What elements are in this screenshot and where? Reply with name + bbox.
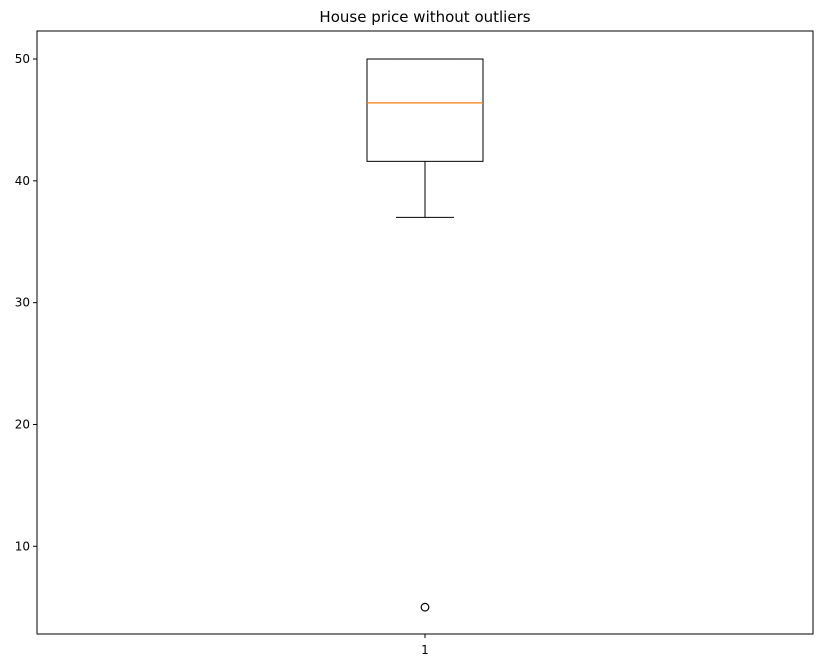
chart-title: House price without outliers	[319, 8, 530, 26]
y-tick-label: 40	[15, 174, 30, 188]
axis-ticks: 10 20 30 40 50 1	[15, 52, 429, 657]
outlier-point	[420, 602, 430, 612]
y-tick-label: 30	[15, 296, 30, 310]
y-tick-label: 10	[15, 539, 30, 553]
plot-area	[366, 58, 484, 612]
axes-frame	[36, 30, 814, 635]
x-tick-label: 1	[421, 643, 429, 657]
y-tick-label: 20	[15, 417, 30, 431]
y-tick-label: 50	[15, 52, 30, 66]
iqr-box	[366, 58, 484, 162]
